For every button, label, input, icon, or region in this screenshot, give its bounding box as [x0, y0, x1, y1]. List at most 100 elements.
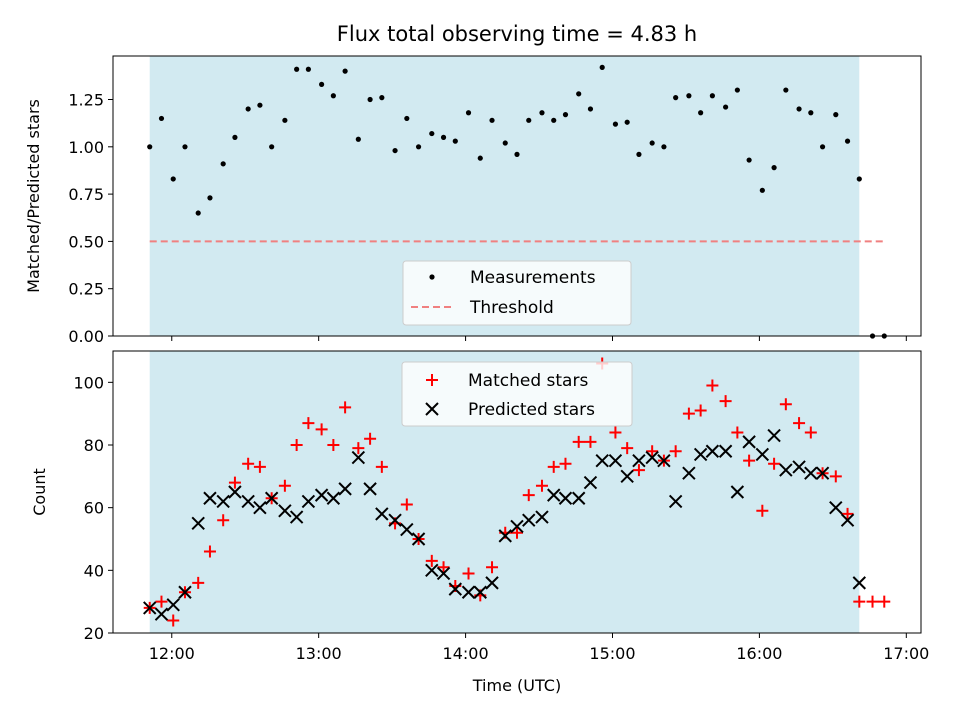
count-legend-box	[401, 361, 633, 427]
matched-star-marker	[756, 504, 769, 517]
ratio-y-axis-label: Matched/Predicted stars	[24, 99, 43, 293]
measurement-point	[342, 68, 348, 74]
predicted-star-marker	[547, 488, 561, 502]
predicted-star-marker	[326, 491, 341, 505]
measurement-point	[576, 91, 582, 97]
matched-star-marker	[559, 457, 572, 470]
measurement-point	[147, 144, 153, 150]
matched-star-marker	[339, 401, 352, 414]
predicted-star-marker	[436, 566, 451, 581]
x-tick-label: 15:00	[589, 644, 635, 663]
predicted-star-marker	[338, 482, 352, 496]
predicted-star-marker	[216, 494, 230, 509]
measurement-point	[415, 144, 422, 150]
predicted-star-marker	[375, 507, 389, 521]
count-panel: 20 40 60 80 100 12:00 13:00 14:00 15:00 16:00 17:…	[30, 350, 929, 695]
measurement-point	[282, 117, 288, 123]
matched-star-marker	[768, 457, 781, 470]
measurement-point	[514, 151, 520, 157]
measurement-point	[452, 138, 458, 144]
measurement-point	[734, 87, 740, 93]
predicted-star-marker	[608, 453, 623, 468]
matched-star-marker	[572, 435, 585, 448]
measurement-point	[833, 112, 839, 118]
predicted-star-marker	[645, 450, 659, 465]
measurement-point	[330, 93, 336, 99]
matched-star-marker	[706, 379, 719, 392]
matched-star-marker	[425, 554, 438, 567]
measurement-point	[170, 176, 176, 182]
matched-star-marker	[155, 595, 168, 608]
matched-star-marker	[694, 404, 707, 417]
matched-star-marker	[511, 526, 523, 539]
y-tick-label: 20	[84, 624, 104, 643]
matched-star-marker	[203, 545, 216, 558]
predicted-star-marker	[473, 585, 487, 599]
predicted-star-marker	[535, 510, 549, 524]
measurement-point	[245, 106, 251, 112]
measurement-point	[355, 136, 361, 142]
measurement-point	[379, 95, 385, 101]
matched-star-marker	[364, 432, 377, 445]
predicted-star-marker	[840, 513, 855, 527]
measurement-point	[465, 110, 472, 116]
matched-star-marker	[547, 460, 560, 473]
y-tick-label: 40	[84, 561, 104, 580]
matched-star-marker	[315, 423, 328, 436]
measurement-point	[698, 110, 704, 116]
measurement-point	[599, 64, 605, 70]
measurement-point	[539, 110, 545, 116]
ratio-legend: Measurements Threshold	[402, 260, 632, 326]
measurement-point	[392, 147, 398, 154]
ratio-x-ticks	[171, 336, 907, 341]
matched-star-marker	[242, 457, 255, 470]
matched-star-marker	[841, 507, 854, 520]
count-axes-frame	[112, 350, 922, 634]
predicted-star-marker	[730, 485, 745, 499]
measurement-points	[147, 64, 887, 339]
predicted-star-marker	[558, 491, 573, 505]
predicted-star-marker	[779, 463, 793, 477]
measurement-point	[367, 96, 373, 103]
ratio-legend-box	[402, 260, 632, 326]
matched-star-marker	[853, 595, 866, 608]
matched-star-marker	[278, 479, 291, 492]
matched-star-marker	[228, 476, 241, 489]
matched-star-marker	[522, 489, 535, 502]
matched-star-marker	[302, 417, 315, 430]
predicted-star-marker	[668, 494, 683, 509]
measurement-point	[746, 157, 752, 163]
measurement-point	[649, 140, 655, 146]
measurement-point	[819, 144, 826, 150]
matched-star-marker	[192, 576, 205, 589]
predicted-star-marker	[203, 491, 217, 505]
predicted-star-marker	[264, 491, 279, 505]
measurement-point	[661, 144, 667, 150]
predicted-star-marker	[314, 488, 329, 502]
measurement-point	[771, 165, 777, 171]
predicted-star-marker	[388, 513, 402, 527]
measurement-point	[489, 117, 495, 123]
measurement-point	[624, 119, 630, 125]
legend-plus-marker	[426, 374, 438, 386]
predicted-star-marker	[411, 532, 426, 546]
predicted-star-marker	[510, 519, 524, 534]
matched-star-marker	[253, 460, 266, 473]
predicted-star-marker	[461, 585, 476, 599]
measurement-point	[269, 144, 275, 150]
measurement-point	[856, 176, 862, 182]
ratio-panel: 0.00 0.25 0.50 0.75 1.00 1.25 Flux total obse…	[24, 22, 922, 346]
matched-star-marker	[375, 460, 388, 473]
matched-star-markers	[143, 357, 891, 627]
matched-star-marker	[731, 426, 744, 439]
legend-predicted-label: Predicted stars	[468, 400, 595, 420]
y-tick-label: 80	[84, 436, 104, 455]
x-tick-label: 14:00	[443, 644, 489, 663]
predicted-star-marker	[363, 482, 377, 496]
matched-star-marker	[878, 595, 891, 608]
measurement-point	[551, 117, 557, 123]
count-y-axis-label: Count	[30, 468, 49, 516]
count-x-ticks: 12:00 13:00 14:00 15:00 16:00 17:00	[149, 633, 929, 663]
predicted-star-marker	[682, 466, 696, 480]
matched-star-marker	[719, 395, 732, 408]
